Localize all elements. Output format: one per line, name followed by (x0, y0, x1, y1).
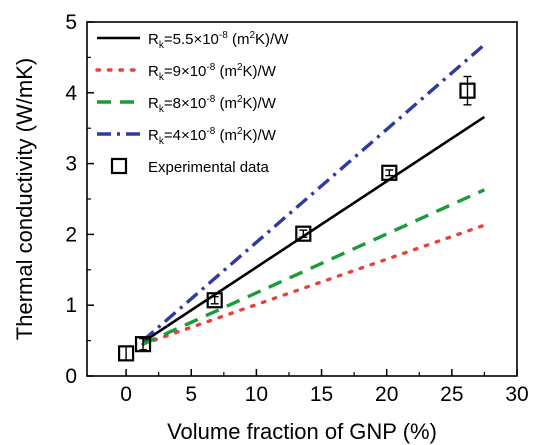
y-tick-label: 3 (65, 153, 77, 176)
legend: Rk=5.5×10-8 (m2K)/W Rk=9×10-8 (m2K)/W Rk=8… (95, 30, 289, 176)
data-point (459, 82, 476, 99)
legend-label: Rk=5.5×10-8 (m2K)/W (148, 30, 289, 51)
x-tick-label: 0 (120, 383, 132, 406)
data-point (381, 164, 398, 181)
data-point (117, 345, 135, 362)
y-tick-label: 4 (65, 82, 77, 105)
series-line-dashed (142, 188, 486, 346)
data-point (206, 292, 223, 309)
legend-label: Rk=4×10-8 (m2K)/W (148, 126, 277, 147)
legend-label-experimental: Experimental data (148, 159, 270, 176)
x-tick-label: 15 (310, 383, 333, 406)
y-tick-label: 2 (65, 223, 77, 246)
y-tick-label: 5 (65, 11, 77, 34)
y-tick-label: 0 (65, 365, 77, 388)
x-tick-label: 20 (375, 383, 398, 406)
legend-marker-square (110, 157, 128, 175)
x-tick-label: 30 (505, 383, 528, 406)
x-tick-label: 10 (245, 383, 268, 406)
axis-ticks (87, 21, 518, 377)
x-axis-title: Volume fraction of GNP (%) (167, 419, 437, 444)
series-line-dotted (141, 223, 487, 346)
data-point (295, 225, 312, 242)
x-tick-label: 5 (185, 383, 197, 406)
series-line-dashdot (141, 43, 486, 342)
model-lines (141, 43, 487, 346)
y-axis-title: Thermal conductivity (W/mK) (12, 58, 37, 340)
y-tick-label: 1 (65, 294, 77, 317)
series-line-solid (142, 115, 486, 344)
data-point (134, 336, 152, 353)
axis-tick-labels: 0 5 10 15 20 25 30 0 1 2 3 4 5 (65, 11, 528, 406)
legend-label: Rk=8×10-8 (m2K)/W (148, 94, 277, 115)
x-tick-label: 25 (440, 383, 463, 406)
experimental-points (117, 75, 476, 362)
legend-label: Rk=9×10-8 (m2K)/W (148, 62, 277, 83)
